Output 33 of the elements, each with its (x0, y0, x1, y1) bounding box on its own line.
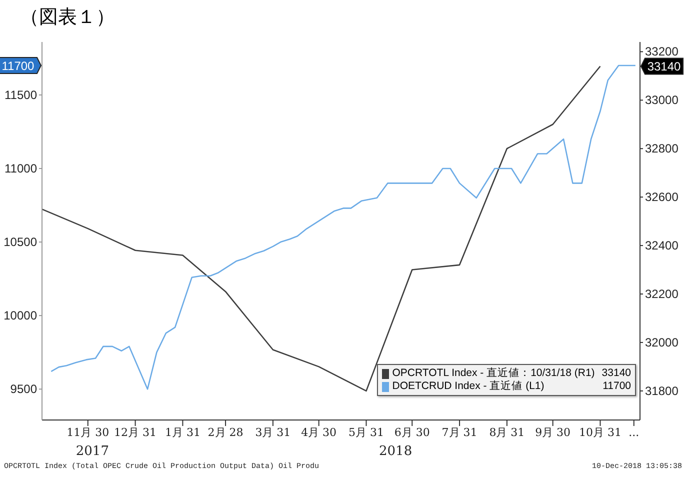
y-tick-label: 9500 (10, 382, 38, 396)
x-tick-label: 7月 31 (442, 426, 478, 439)
text: 2018 (379, 444, 412, 459)
y2-tick-label: 31800 (645, 384, 679, 398)
x-tick-label: 12月 31 (114, 426, 157, 439)
legend-label: OPCRTOTL Index - 直近値：10/31/18 (R1) 33140 (392, 367, 631, 380)
y-tick-label: 11700 (2, 59, 35, 74)
x-tick-label: 1月 31 (164, 426, 200, 439)
text: DOETCRUD Index - 直近値 (L1) 11700 (392, 380, 631, 392)
y-tick-label: 11500 (4, 88, 38, 102)
x-tick-label: 6月 30 (394, 426, 430, 439)
x-tick-label: 10月 31 (578, 426, 622, 439)
y-tick-label: 11000 (4, 161, 38, 176)
y2-tick-label: 33140 (647, 60, 682, 74)
x-tick-label: ... (628, 426, 640, 439)
y2-tick-label: 32400 (645, 238, 679, 253)
x-tick-label: 8月 31 (489, 426, 525, 439)
y-tick-label: 10000 (4, 308, 38, 323)
y2-tick-label: 33000 (645, 93, 679, 108)
text: 2017 (76, 444, 109, 459)
y2-tick-label: 32200 (645, 287, 679, 301)
x-tick-label: 4月 30 (301, 426, 337, 439)
x-tick-label: 11月 30 (66, 426, 110, 439)
y2-tick-label: 32600 (645, 190, 679, 204)
x-tick-label: 9月 30 (535, 426, 571, 439)
y2-tick-label: 32800 (645, 142, 679, 156)
y-tick-label: 10500 (4, 235, 38, 250)
x-tick-label: 2月 28 (208, 426, 244, 439)
chart-title: （図表１） (20, 5, 115, 30)
y2-tick-label: 33200 (645, 44, 679, 59)
x-tick-label: 5月 31 (348, 426, 384, 439)
y2-tick-label: 32000 (645, 335, 679, 350)
x-tick-label: 3月 31 (255, 426, 291, 439)
